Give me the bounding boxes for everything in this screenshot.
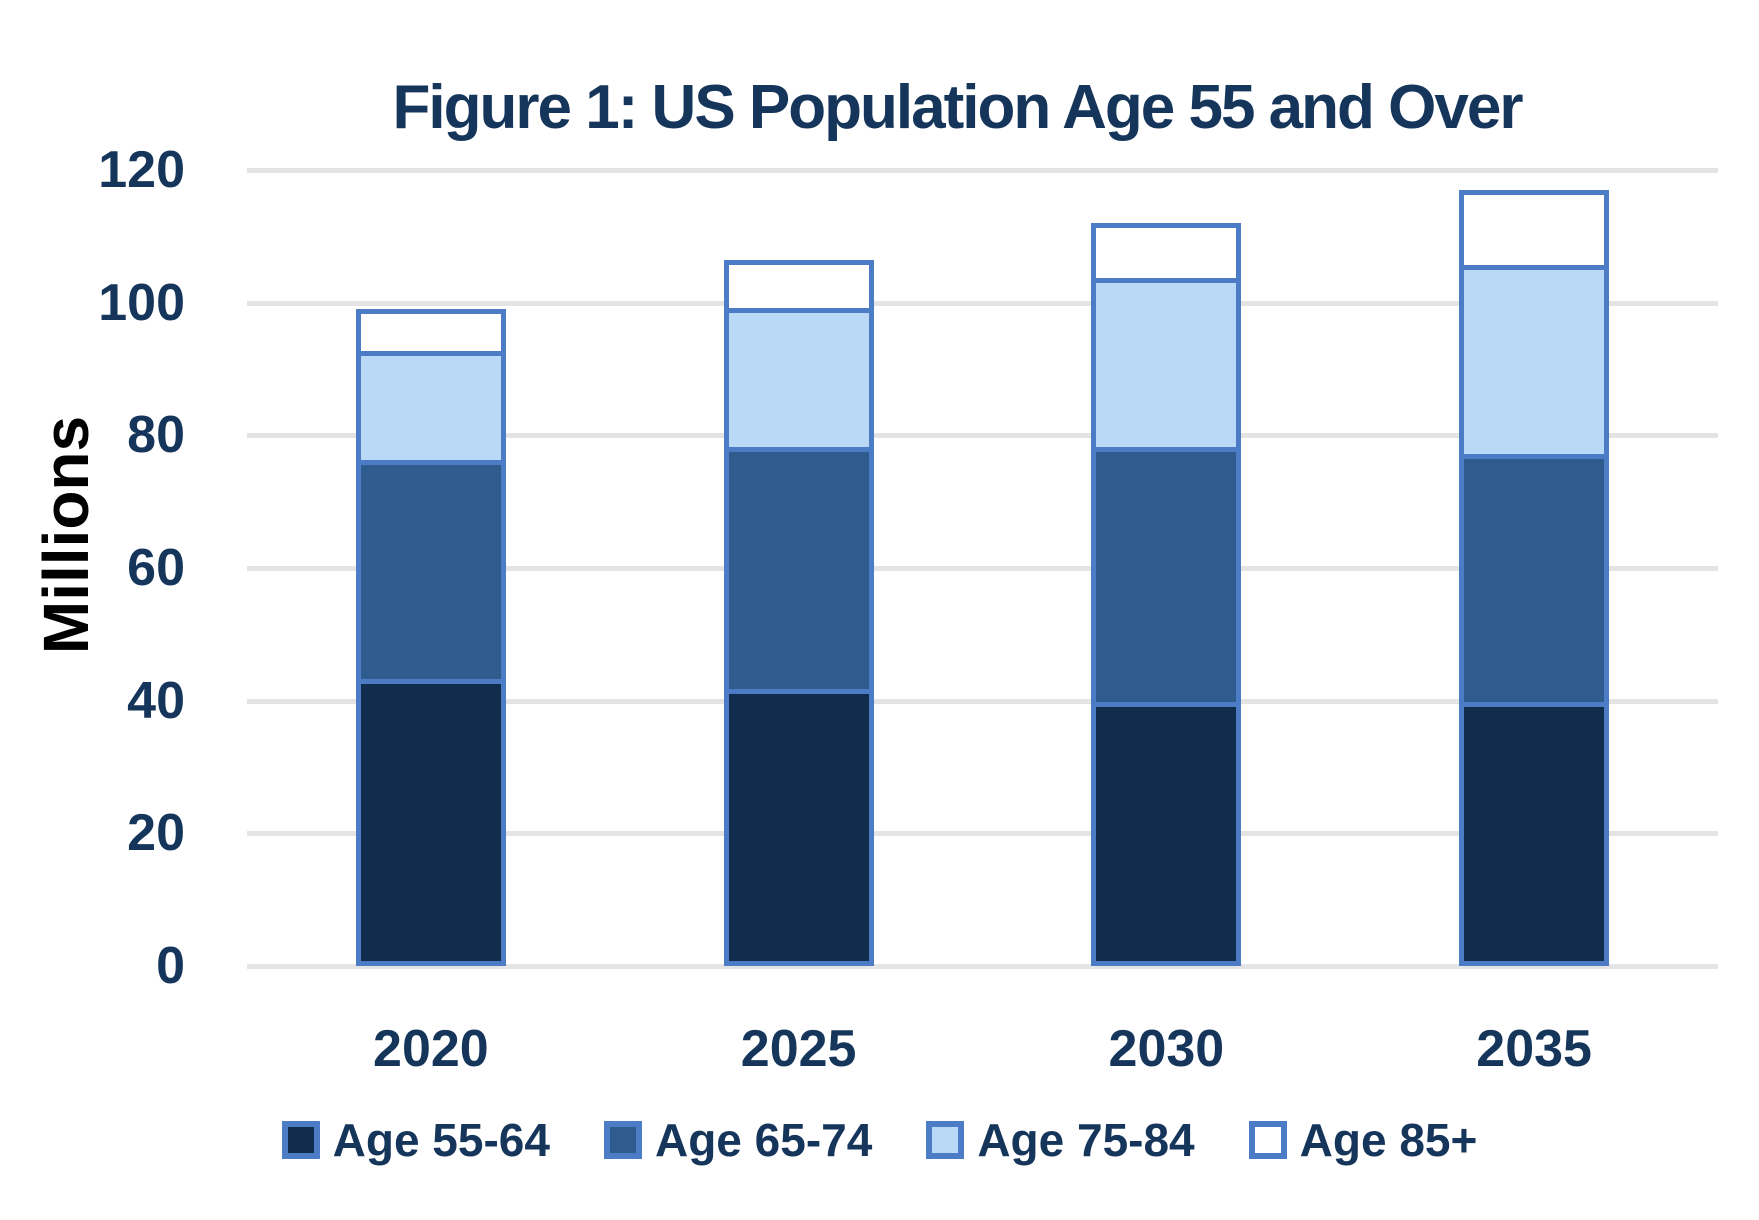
segment-age-85+-2030: [1091, 223, 1242, 283]
segment-age-75-84-2025: [723, 312, 874, 452]
y-tick-label-60: 60: [127, 539, 185, 597]
x-tick-label-2030: 2030: [1108, 1020, 1225, 1078]
gridline-60: [247, 566, 1718, 571]
bar-2030: [1091, 223, 1242, 966]
gridline-80: [247, 433, 1718, 439]
legend-label-age-55-64: Age 55-64: [332, 1114, 550, 1166]
y-tick-label-80: 80: [127, 406, 185, 465]
legend-swatch-age-65-74: [603, 1121, 642, 1159]
y-tick-label-100: 100: [98, 273, 185, 332]
segment-age-55-64-2030: [1091, 707, 1242, 966]
legend-swatch-age-55-64: [281, 1121, 320, 1159]
segment-age-55-64-2035: [1459, 707, 1610, 966]
y-axis: 0 20 40 60 80 100 120: [0, 141, 185, 995]
segment-age-55-64-2025: [723, 694, 874, 966]
legend-label-age-65-74: Age 65-74: [654, 1114, 873, 1166]
legend-label-age-75-84: Age 75-84: [977, 1114, 1195, 1166]
segment-age-85+-2035: [1459, 189, 1610, 270]
segment-age-65-74-2025: [723, 451, 874, 695]
gridline-40: [247, 698, 1718, 704]
segment-age-75-84-2020: [355, 355, 506, 466]
y-tick-label-20: 20: [127, 804, 185, 863]
y-tick-label-0: 0: [156, 937, 185, 995]
segment-age-75-84-2035: [1459, 269, 1610, 459]
legend-item-age-85+: Age 85+: [1248, 1114, 1478, 1166]
gridline-100: [247, 300, 1718, 306]
segment-age-65-74-2030: [1091, 451, 1242, 708]
y-tick-label-40: 40: [127, 671, 185, 730]
legend: Age 55-64 Age 65-74 Age 75-84 Age 85+: [0, 1116, 1759, 1164]
gridline-0: [247, 964, 1718, 969]
legend-item-age-55-64: Age 55-64: [281, 1114, 550, 1166]
legend-item-age-65-74: Age 65-74: [603, 1114, 873, 1166]
legend-swatch-age-85+: [1248, 1121, 1287, 1159]
legend-swatch-age-75-84: [926, 1121, 965, 1159]
x-tick-label-2035: 2035: [1476, 1020, 1592, 1078]
segment-age-65-74-2035: [1459, 458, 1610, 708]
segment-age-85+-2025: [723, 259, 874, 313]
plot-area: [247, 168, 1718, 969]
legend-item-age-75-84: Age 75-84: [926, 1114, 1195, 1166]
segment-age-75-84-2030: [1091, 282, 1242, 452]
x-axis: 2020 2025 2030 2035: [247, 1018, 1718, 1088]
gridline-20: [247, 831, 1718, 837]
segment-age-55-64-2020: [355, 684, 506, 966]
segment-age-85+-2020: [355, 309, 506, 356]
chart-title: Figure 1: US Population Age 55 and Over: [392, 72, 1524, 142]
y-tick-label-120: 120: [98, 141, 185, 199]
legend-label-age-85+: Age 85+: [1299, 1114, 1478, 1166]
segment-age-65-74-2020: [355, 465, 506, 685]
x-tick-label-2020: 2020: [373, 1020, 489, 1078]
gridline-120: [247, 168, 1718, 173]
bar-2025: [723, 259, 874, 966]
bar-2020: [355, 309, 506, 966]
x-tick-label-2025: 2025: [740, 1020, 857, 1078]
bar-2035: [1459, 189, 1610, 966]
